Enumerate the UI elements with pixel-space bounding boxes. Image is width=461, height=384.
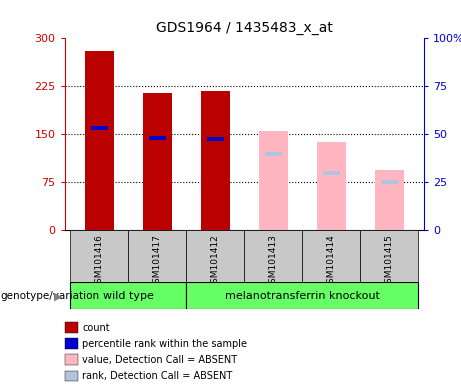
Text: GSM101413: GSM101413 (269, 235, 278, 290)
Text: value, Detection Call = ABSENT: value, Detection Call = ABSENT (82, 355, 237, 365)
Text: GSM101415: GSM101415 (385, 235, 394, 290)
Text: melanotransferrin knockout: melanotransferrin knockout (225, 291, 380, 301)
Bar (302, 230, 361, 282)
Text: count: count (82, 323, 110, 333)
Bar (207, 137, 224, 141)
Bar (143, 93, 172, 230)
Text: percentile rank within the sample: percentile rank within the sample (82, 339, 247, 349)
Bar (186, 230, 244, 282)
Bar (71, 230, 128, 282)
Text: rank, Detection Call = ABSENT: rank, Detection Call = ABSENT (82, 371, 232, 381)
Text: GSM101412: GSM101412 (211, 235, 220, 289)
Bar (265, 152, 282, 156)
Bar (323, 171, 340, 175)
Text: genotype/variation: genotype/variation (0, 291, 99, 301)
Bar (186, 282, 418, 309)
Text: GSM101416: GSM101416 (95, 235, 104, 290)
Bar (148, 136, 166, 139)
Bar (317, 142, 346, 230)
Bar (244, 230, 302, 282)
Title: GDS1964 / 1435483_x_at: GDS1964 / 1435483_x_at (156, 21, 333, 35)
Bar (361, 230, 418, 282)
Bar (259, 131, 288, 230)
Bar (375, 170, 404, 230)
Bar (71, 282, 186, 309)
Text: ▶: ▶ (54, 291, 63, 301)
Bar (381, 180, 398, 184)
Text: GSM101417: GSM101417 (153, 235, 162, 290)
Bar (128, 230, 186, 282)
Bar (85, 51, 114, 230)
Text: GSM101414: GSM101414 (327, 235, 336, 289)
Bar (201, 91, 230, 230)
Bar (91, 126, 108, 130)
Text: wild type: wild type (103, 291, 154, 301)
